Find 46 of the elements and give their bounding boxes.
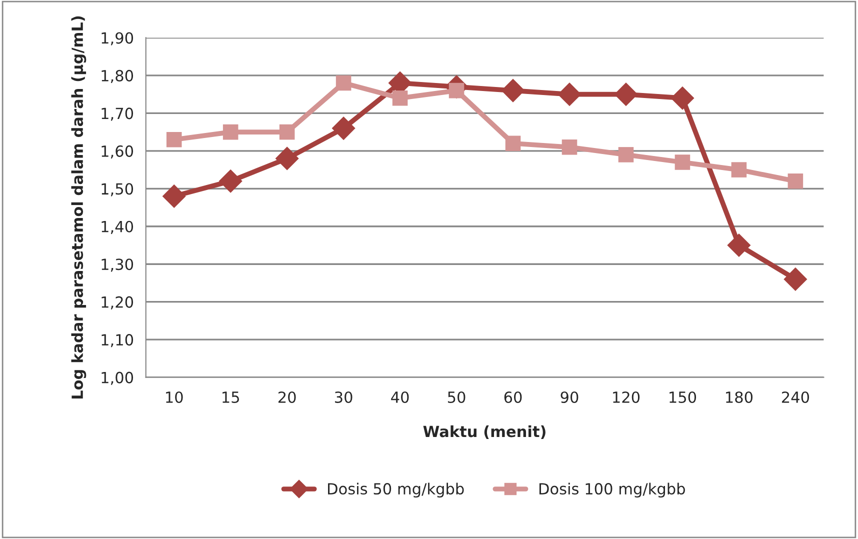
x-tick-label: 90 [560, 391, 578, 404]
point [562, 140, 578, 155]
point [670, 86, 694, 110]
point [618, 147, 634, 162]
y-tick-label: 1,30 [102, 258, 134, 272]
point [788, 173, 804, 189]
point [731, 162, 747, 178]
x-tick-label: 20 [278, 391, 296, 404]
x-tick-label: 40 [391, 391, 409, 404]
point [336, 75, 352, 91]
x-tick-label: 60 [504, 391, 522, 404]
point [501, 78, 525, 102]
point [222, 124, 238, 140]
legend-label: Dosis 100 mg/kgbb [539, 482, 685, 498]
y-axis-title: Log kadar parasetamol dalam darah (µg/mL) [71, 16, 86, 399]
x-axis-title: Waktu (menit) [423, 425, 546, 440]
point [505, 136, 521, 152]
point [279, 124, 295, 140]
x-tick-label: 180 [726, 391, 753, 404]
y-tick-label: 1,10 [102, 334, 134, 348]
x-tick-label: 120 [613, 391, 640, 404]
y-tick-label: 1,20 [102, 296, 134, 310]
y-tick-label: 1,40 [102, 220, 134, 234]
point [784, 267, 808, 291]
legend-label: Dosis 50 mg/kgbb [328, 482, 464, 498]
point [218, 169, 242, 193]
y-tick-label: 1,90 [102, 32, 134, 46]
y-tick-label: 1,60 [102, 145, 134, 158]
point [614, 82, 638, 106]
y-tick-label: 1,00 [102, 372, 134, 385]
x-tick-label: 30 [335, 391, 352, 404]
point [332, 116, 356, 140]
x-tick-label: 240 [782, 391, 810, 404]
x-tick-label: 150 [670, 391, 696, 404]
y-tick-label: 1,70 [102, 108, 134, 121]
point [674, 154, 690, 170]
x-tick-label: 15 [222, 392, 239, 404]
point [275, 146, 299, 170]
x-tick-label: 50 [448, 391, 466, 404]
point [392, 90, 408, 106]
point [166, 132, 182, 148]
x-tick-label: 10 [166, 391, 183, 404]
y-tick-label: 1,80 [102, 70, 134, 84]
point [727, 233, 751, 258]
point [162, 184, 186, 208]
y-tick-label: 1,50 [102, 183, 134, 196]
